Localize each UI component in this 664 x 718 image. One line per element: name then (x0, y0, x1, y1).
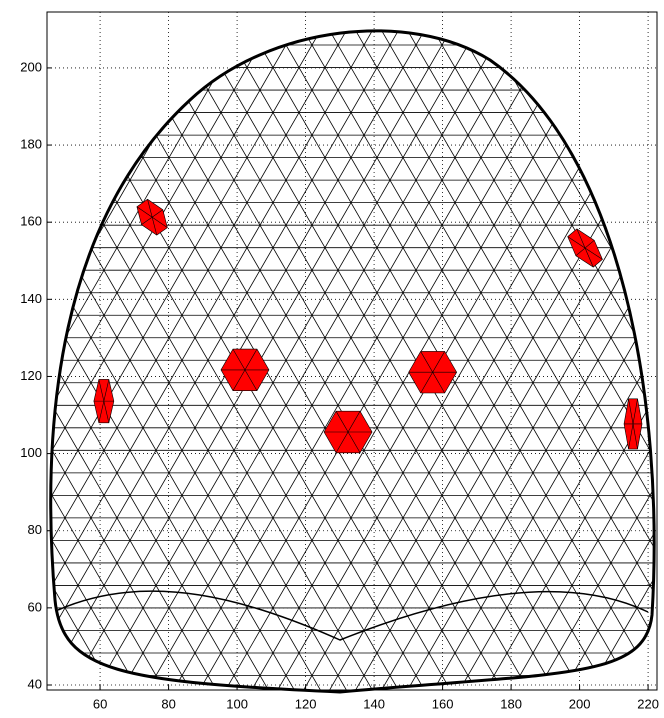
mesh-line (0, 0, 52, 718)
mesh-line (338, 0, 664, 718)
mesh-line (339, 0, 664, 718)
y-tick-label: 40 (28, 676, 42, 691)
x-tick-label: 220 (637, 696, 659, 711)
mesh-line (0, 0, 26, 718)
x-tick-label: 60 (93, 696, 107, 711)
mesh-line (0, 0, 129, 718)
x-tick-label: 100 (226, 696, 248, 711)
mesh-line (156, 0, 571, 718)
x-tick-label: 180 (500, 696, 522, 711)
mesh-line (0, 0, 103, 718)
mesh-line (131, 0, 546, 718)
mesh-line (599, 0, 664, 718)
electrode (624, 399, 642, 449)
mesh-line (0, 0, 338, 718)
mesh-line (0, 0, 130, 718)
mesh-line (313, 0, 664, 718)
mesh-line (286, 0, 664, 718)
electrode (409, 351, 457, 393)
mesh-line (573, 0, 664, 718)
y-tick-label: 80 (28, 522, 42, 537)
chart: 40 60 80 100 120 140 160 180 200 60 80 100 120 140 160… (0, 0, 664, 718)
mesh-line (0, 0, 337, 718)
x-tick-label: 160 (432, 696, 454, 711)
y-tick-label: 100 (20, 445, 42, 460)
mesh-line (260, 0, 664, 718)
head-outline (51, 31, 654, 692)
mesh-line (547, 0, 664, 718)
electrode (221, 349, 269, 391)
electrodes (94, 196, 642, 453)
mesh-line (130, 0, 545, 718)
x-tick-label: 120 (295, 696, 317, 711)
mesh-line (0, 0, 104, 718)
mesh-line (442, 0, 664, 718)
y-tick-label: 160 (20, 214, 42, 229)
mesh-line (0, 0, 25, 718)
mesh-line (364, 0, 664, 718)
y-tick-label: 200 (20, 59, 42, 74)
mesh-line (546, 0, 664, 718)
y-tick-label: 180 (20, 136, 42, 151)
mesh-line (0, 0, 51, 718)
mesh-line (105, 0, 520, 718)
mesh-line (1, 0, 416, 718)
mesh-line (208, 0, 623, 718)
mesh-line (469, 0, 664, 718)
x-tick-label: 200 (569, 696, 591, 711)
y-tick-label: 140 (20, 291, 42, 306)
mesh-line (0, 0, 156, 718)
mesh-line (157, 0, 572, 718)
mesh-fold (58, 591, 648, 640)
x-tick-label: 140 (363, 696, 385, 711)
mesh-line (365, 0, 664, 718)
mesh-line (572, 0, 664, 718)
mesh-line (598, 0, 664, 718)
electrode (94, 379, 114, 422)
mesh-line (104, 0, 519, 718)
mesh-line (468, 0, 664, 718)
y-tick-label: 120 (20, 368, 42, 383)
mesh (0, 0, 664, 718)
x-tick-label: 80 (161, 696, 175, 711)
mesh-line (287, 0, 664, 718)
y-tick-label: 60 (28, 599, 42, 614)
mesh-line (443, 0, 664, 718)
